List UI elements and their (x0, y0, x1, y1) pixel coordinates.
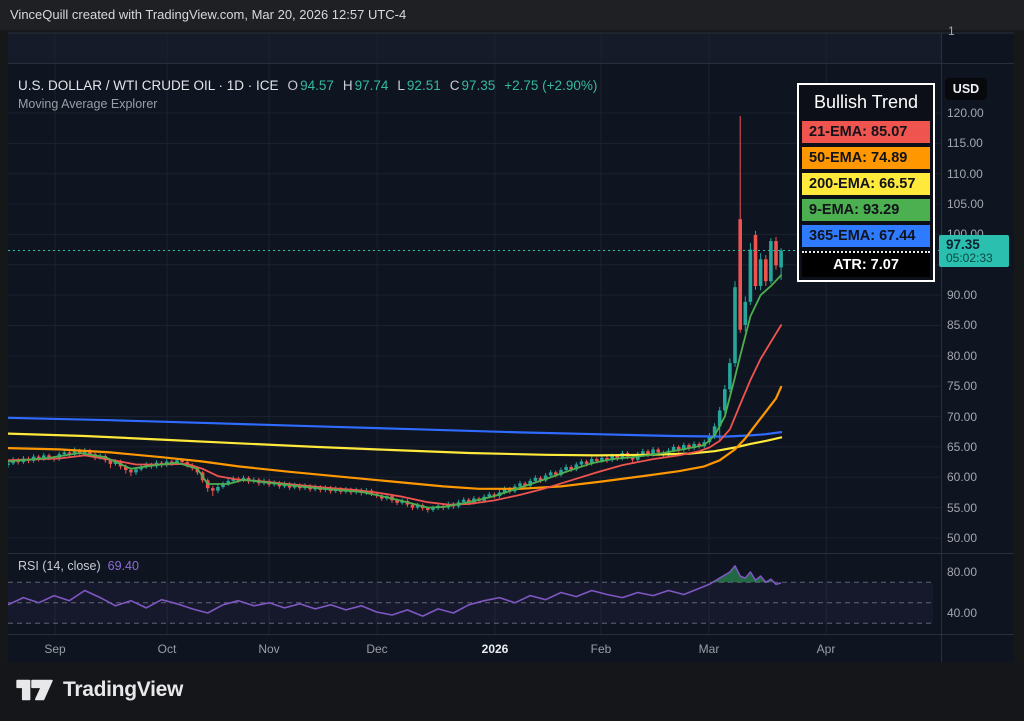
footer-bar (0, 662, 1024, 721)
time-axis-label: Oct (157, 642, 177, 656)
ema-50-line (8, 385, 783, 490)
legend-row-50-ema: 50-EMA: 74.89 (802, 147, 930, 169)
ohlc-key: C (449, 78, 460, 93)
chart-plot-area[interactable] (0, 0, 1024, 662)
last-price-badge: 97.35 05:02:33 (939, 235, 1009, 267)
rsi-label-text: RSI (14, close) (18, 559, 101, 573)
currency-toggle-button[interactable]: USD (945, 78, 987, 100)
last-price-value: 97.35 (946, 237, 980, 252)
price-axis-label: 75.00 (947, 379, 978, 393)
ohlc-key: L (397, 78, 405, 93)
price-axis-label: 70.00 (947, 410, 978, 424)
tradingview-logo[interactable]: TradingView (16, 676, 183, 704)
rsi-line (8, 565, 782, 617)
ema-lines (8, 274, 783, 509)
ohlc-value: 92.51 (406, 78, 441, 93)
time-axis-label: Nov (258, 642, 280, 656)
price-axis-label: 80.00 (947, 349, 978, 363)
price-axis-label: 110.00 (947, 167, 983, 181)
clipped-axis-label: 1 (948, 24, 955, 38)
ohlc-value: 94.57 (300, 78, 334, 93)
time-axis-label: Mar (698, 642, 720, 656)
price-axis-label: 85.00 (947, 318, 978, 332)
attribution-text: VinceQuill created with TradingView.com,… (10, 7, 407, 22)
ohlc-value: 97.35 (461, 78, 496, 93)
time-axis-label: Sep (44, 642, 66, 656)
grid-lines (8, 34, 941, 634)
legend-row-21-ema: 21-EMA: 85.07 (802, 121, 930, 143)
legend-row-365-ema: 365-EMA: 67.44 (802, 225, 930, 247)
attribution-bar: VinceQuill created with TradingView.com,… (0, 0, 1024, 30)
time-axis-label: Apr (816, 642, 836, 656)
ohlc-key: O (287, 78, 299, 93)
time-axis-label: Feb (590, 642, 612, 656)
study-title[interactable]: Moving Average Explorer (18, 97, 158, 111)
ema-365-line (8, 416, 783, 438)
ohlc-values: O 94.57 H 97.74 L 92.51 C 97.35 (279, 78, 496, 93)
ema-legend-rows: 21-EMA: 85.07 50-EMA: 74.89 200-EMA: 66.57… (802, 121, 930, 277)
legend-row-9-ema: 9-EMA: 93.29 (802, 199, 930, 221)
price-axis-label: 50.00 (947, 531, 978, 545)
legend-row-200-ema: 200-EMA: 66.57 (802, 173, 930, 195)
rsi-value: 69.40 (107, 559, 139, 573)
ema-legend-box: Bullish Trend 21-EMA: 85.07 50-EMA: 74.89… (797, 83, 935, 282)
trend-label: Bullish Trend (813, 92, 919, 112)
rsi-overbought-fill (712, 565, 766, 583)
price-axis-label: 120.00 (947, 106, 984, 120)
ohlc-key: H (342, 78, 353, 93)
price-axis-label: 115.00 (947, 136, 983, 150)
rsi-axis-label: 40.00 (947, 606, 978, 620)
price-axis-label: 65.00 (947, 440, 978, 454)
price-axis-label: 55.00 (947, 501, 978, 515)
time-axis-label: Dec (366, 642, 388, 656)
bar-countdown-timer: 05:02:33 (946, 251, 993, 265)
tradingview-logo-text: TradingView (63, 678, 184, 701)
price-axis-label: 60.00 (947, 470, 978, 484)
ema-200-line (8, 432, 783, 457)
legend-row-atr: ATR: 7.07 (802, 251, 930, 277)
rsi-study-label[interactable]: RSI (14, close) 69.40 (18, 559, 139, 573)
change-value: +2.75 (+2.90%) (504, 78, 598, 93)
symbol-header[interactable]: U.S. DOLLAR / WTI CRUDE OIL · 1D · ICE O 9… (18, 78, 597, 93)
symbol-title[interactable]: U.S. DOLLAR / WTI CRUDE OIL · 1D · ICE (18, 78, 279, 93)
tradingview-logo-icon (16, 679, 53, 701)
collapsed-pane (8, 33, 941, 63)
price-axis-label: 90.00 (947, 288, 978, 302)
time-axis-label: 2026 (481, 642, 509, 656)
price-axis-label: 105.00 (947, 197, 984, 211)
rsi-axis-label: 80.00 (947, 565, 978, 579)
rsi-pane[interactable] (8, 565, 941, 624)
ohlc-value: 97.74 (354, 78, 389, 93)
ema-9-line (8, 274, 782, 509)
